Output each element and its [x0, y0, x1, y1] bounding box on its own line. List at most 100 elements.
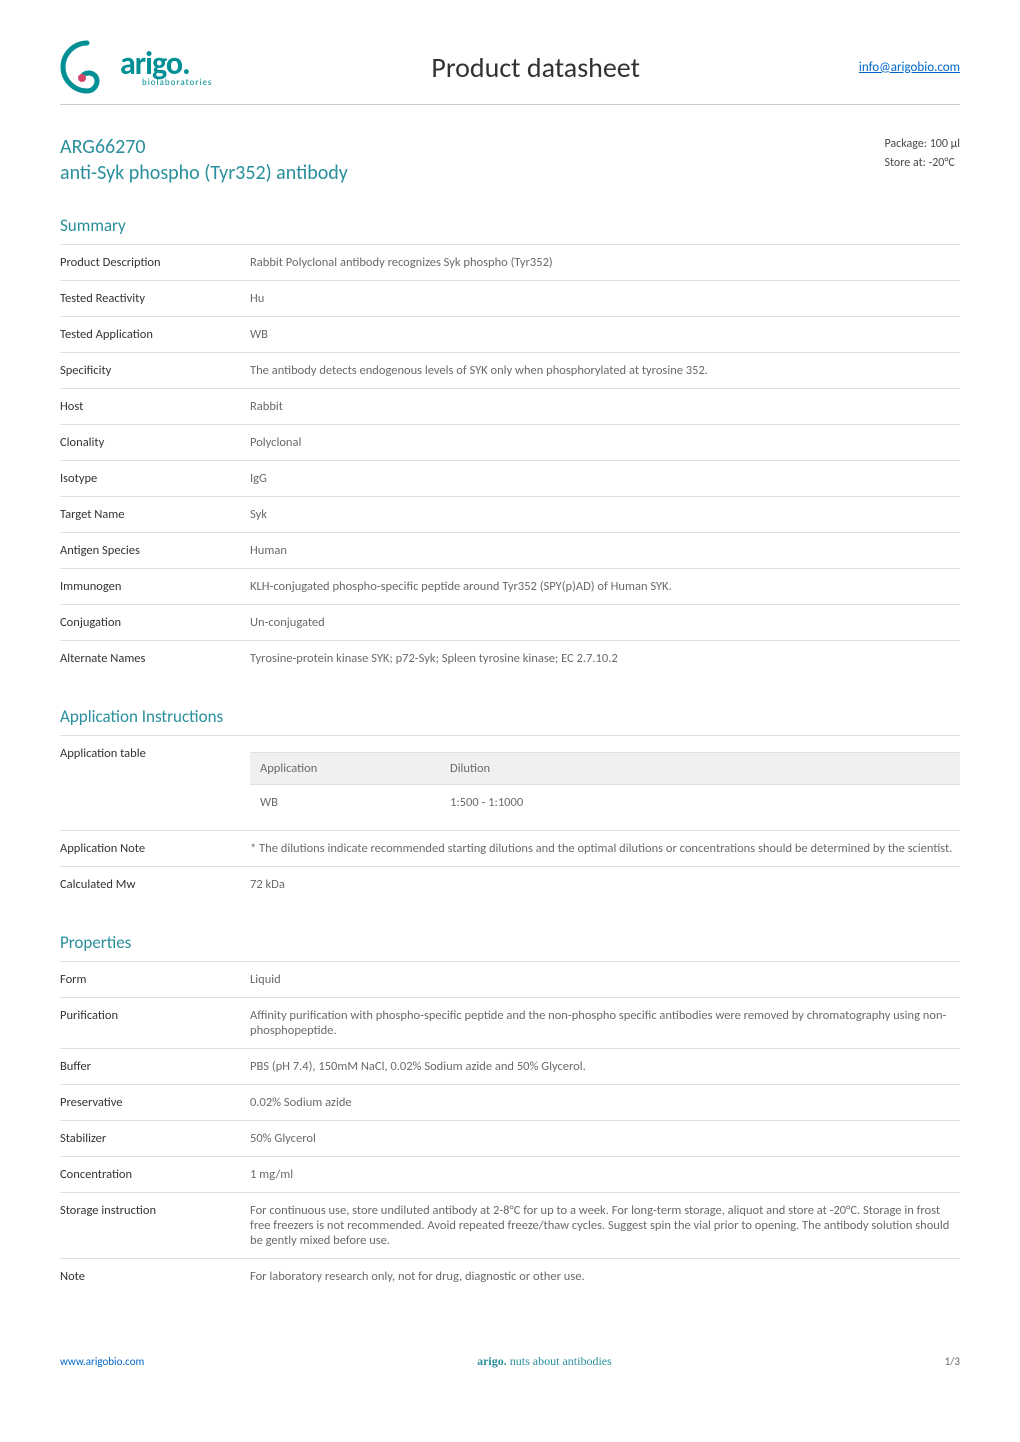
kv-row: BufferPBS (pH 7.4), 150mM NaCl, 0.02% So… — [60, 1048, 960, 1084]
kv-key: Form — [60, 972, 250, 987]
kv-key: Conjugation — [60, 615, 250, 630]
kv-row: FormLiquid — [60, 961, 960, 997]
kv-row: Application Note * The dilutions indicat… — [60, 830, 960, 866]
logo-block: arigo. biolaboratories — [60, 40, 212, 94]
kv-key: Stabilizer — [60, 1131, 250, 1146]
kv-key: Note — [60, 1269, 250, 1284]
product-code: ARG66270 — [60, 135, 348, 159]
kv-val: Polyclonal — [250, 435, 960, 450]
kv-key: Storage instruction — [60, 1203, 250, 1248]
header-title: Product datasheet — [431, 50, 640, 85]
kv-row: Storage instructionFor continuous use, s… — [60, 1192, 960, 1258]
kv-row: Stabilizer50% Glycerol — [60, 1120, 960, 1156]
kv-val: Syk — [250, 507, 960, 522]
kv-key: Application table — [60, 746, 250, 820]
header-email-link[interactable]: info@arigobio.com — [859, 60, 960, 75]
kv-val: 0.02% Sodium azide — [250, 1095, 960, 1110]
kv-key: Immunogen — [60, 579, 250, 594]
kv-row: Antigen SpeciesHuman — [60, 532, 960, 568]
kv-val: For laboratory research only, not for dr… — [250, 1269, 960, 1284]
kv-key: Preservative — [60, 1095, 250, 1110]
logo-brand: arigo. — [120, 48, 212, 80]
kv-row: ImmunogenKLH-conjugated phospho-specific… — [60, 568, 960, 604]
kv-row: Calculated Mw 72 kDa — [60, 866, 960, 902]
app-table-head-dil: Dilution — [440, 753, 960, 784]
kv-val: Hu — [250, 291, 960, 306]
kv-row: Concentration1 mg/ml — [60, 1156, 960, 1192]
footer-tagline-text: nuts about antibodies — [510, 1354, 612, 1368]
kv-val: Un-conjugated — [250, 615, 960, 630]
app-table-head: Application Dilution — [250, 752, 960, 784]
kv-val: * The dilutions indicate recommended sta… — [250, 841, 960, 856]
kv-key: Calculated Mw — [60, 877, 250, 892]
product-store: Store at: -20°C — [884, 154, 960, 173]
kv-key: Isotype — [60, 471, 250, 486]
page-header: arigo. biolaboratories Product datasheet… — [60, 40, 960, 105]
footer-tagline: arigo. nuts about antibodies — [477, 1354, 612, 1369]
kv-row: HostRabbit — [60, 388, 960, 424]
kv-row: Tested ReactivityHu — [60, 280, 960, 316]
summary-section: Summary Product DescriptionRabbit Polycl… — [60, 215, 960, 676]
app-table-head-app: Application — [250, 753, 440, 784]
kv-val: 72 kDa — [250, 877, 960, 892]
product-header: ARG66270 anti-Syk phospho (Tyr352) antib… — [60, 135, 960, 185]
kv-val: IgG — [250, 471, 960, 486]
app-instructions-section: Application Instructions Application tab… — [60, 706, 960, 902]
kv-row: Product DescriptionRabbit Polyclonal ant… — [60, 244, 960, 280]
kv-row: IsotypeIgG — [60, 460, 960, 496]
kv-key: Alternate Names — [60, 651, 250, 666]
app-table-cell-app: WB — [250, 785, 440, 820]
logo-subtitle: biolaboratories — [142, 78, 212, 87]
kv-val: 1 mg/ml — [250, 1167, 960, 1182]
kv-val: For continuous use, store undiluted anti… — [250, 1203, 960, 1248]
properties-title: Properties — [60, 932, 960, 953]
kv-row: ConjugationUn-conjugated — [60, 604, 960, 640]
kv-row: Application table Application Dilution W… — [60, 735, 960, 830]
application-table: Application Dilution WB 1:500 - 1:1000 — [250, 752, 960, 820]
kv-val: KLH-conjugated phospho-specific peptide … — [250, 579, 960, 594]
kv-key: Antigen Species — [60, 543, 250, 558]
kv-key: Host — [60, 399, 250, 414]
kv-val: PBS (pH 7.4), 150mM NaCl, 0.02% Sodium a… — [250, 1059, 960, 1074]
kv-row: SpecificityThe antibody detects endogeno… — [60, 352, 960, 388]
kv-val: Tyrosine-protein kinase SYK; p72-Syk; Sp… — [250, 651, 960, 666]
kv-row: ClonalityPolyclonal — [60, 424, 960, 460]
kv-key: Tested Application — [60, 327, 250, 342]
kv-val: The antibody detects endogenous levels o… — [250, 363, 960, 378]
logo-icon — [60, 40, 114, 94]
footer-website-link[interactable]: www.arigobio.com — [60, 1355, 144, 1368]
kv-val: 50% Glycerol — [250, 1131, 960, 1146]
product-package: Package: 100 μl — [884, 135, 960, 154]
kv-key: Buffer — [60, 1059, 250, 1074]
kv-val: WB — [250, 327, 960, 342]
kv-key: Product Description — [60, 255, 250, 270]
kv-row: PurificationAffinity purification with p… — [60, 997, 960, 1048]
kv-key: Application Note — [60, 841, 250, 856]
summary-title: Summary — [60, 215, 960, 236]
app-table-cell-dil: 1:500 - 1:1000 — [440, 785, 960, 820]
kv-row: Alternate NamesTyrosine-protein kinase S… — [60, 640, 960, 676]
product-title: anti-Syk phospho (Tyr352) antibody — [60, 161, 348, 185]
kv-key: Target Name — [60, 507, 250, 522]
product-meta: Package: 100 μl Store at: -20°C — [884, 135, 960, 173]
product-name-block: ARG66270 anti-Syk phospho (Tyr352) antib… — [60, 135, 348, 185]
properties-section: Properties FormLiquidPurificationAffinit… — [60, 932, 960, 1294]
kv-val: Liquid — [250, 972, 960, 987]
kv-key: Specificity — [60, 363, 250, 378]
page-footer: www.arigobio.com arigo. nuts about antib… — [60, 1354, 960, 1369]
kv-key: Purification — [60, 1008, 250, 1038]
footer-brand: arigo. — [477, 1354, 507, 1368]
kv-row: Tested ApplicationWB — [60, 316, 960, 352]
kv-val: Rabbit — [250, 399, 960, 414]
logo-text: arigo. biolaboratories — [120, 48, 212, 87]
kv-val: Rabbit Polyclonal antibody recognizes Sy… — [250, 255, 960, 270]
footer-page-number: 1/3 — [945, 1355, 960, 1368]
kv-row: Preservative0.02% Sodium azide — [60, 1084, 960, 1120]
kv-key: Tested Reactivity — [60, 291, 250, 306]
kv-row: Target NameSyk — [60, 496, 960, 532]
kv-row: NoteFor laboratory research only, not fo… — [60, 1258, 960, 1294]
kv-key: Clonality — [60, 435, 250, 450]
kv-val: Affinity purification with phospho-speci… — [250, 1008, 960, 1038]
app-table-row: WB 1:500 - 1:1000 — [250, 784, 960, 820]
app-instructions-title: Application Instructions — [60, 706, 960, 727]
